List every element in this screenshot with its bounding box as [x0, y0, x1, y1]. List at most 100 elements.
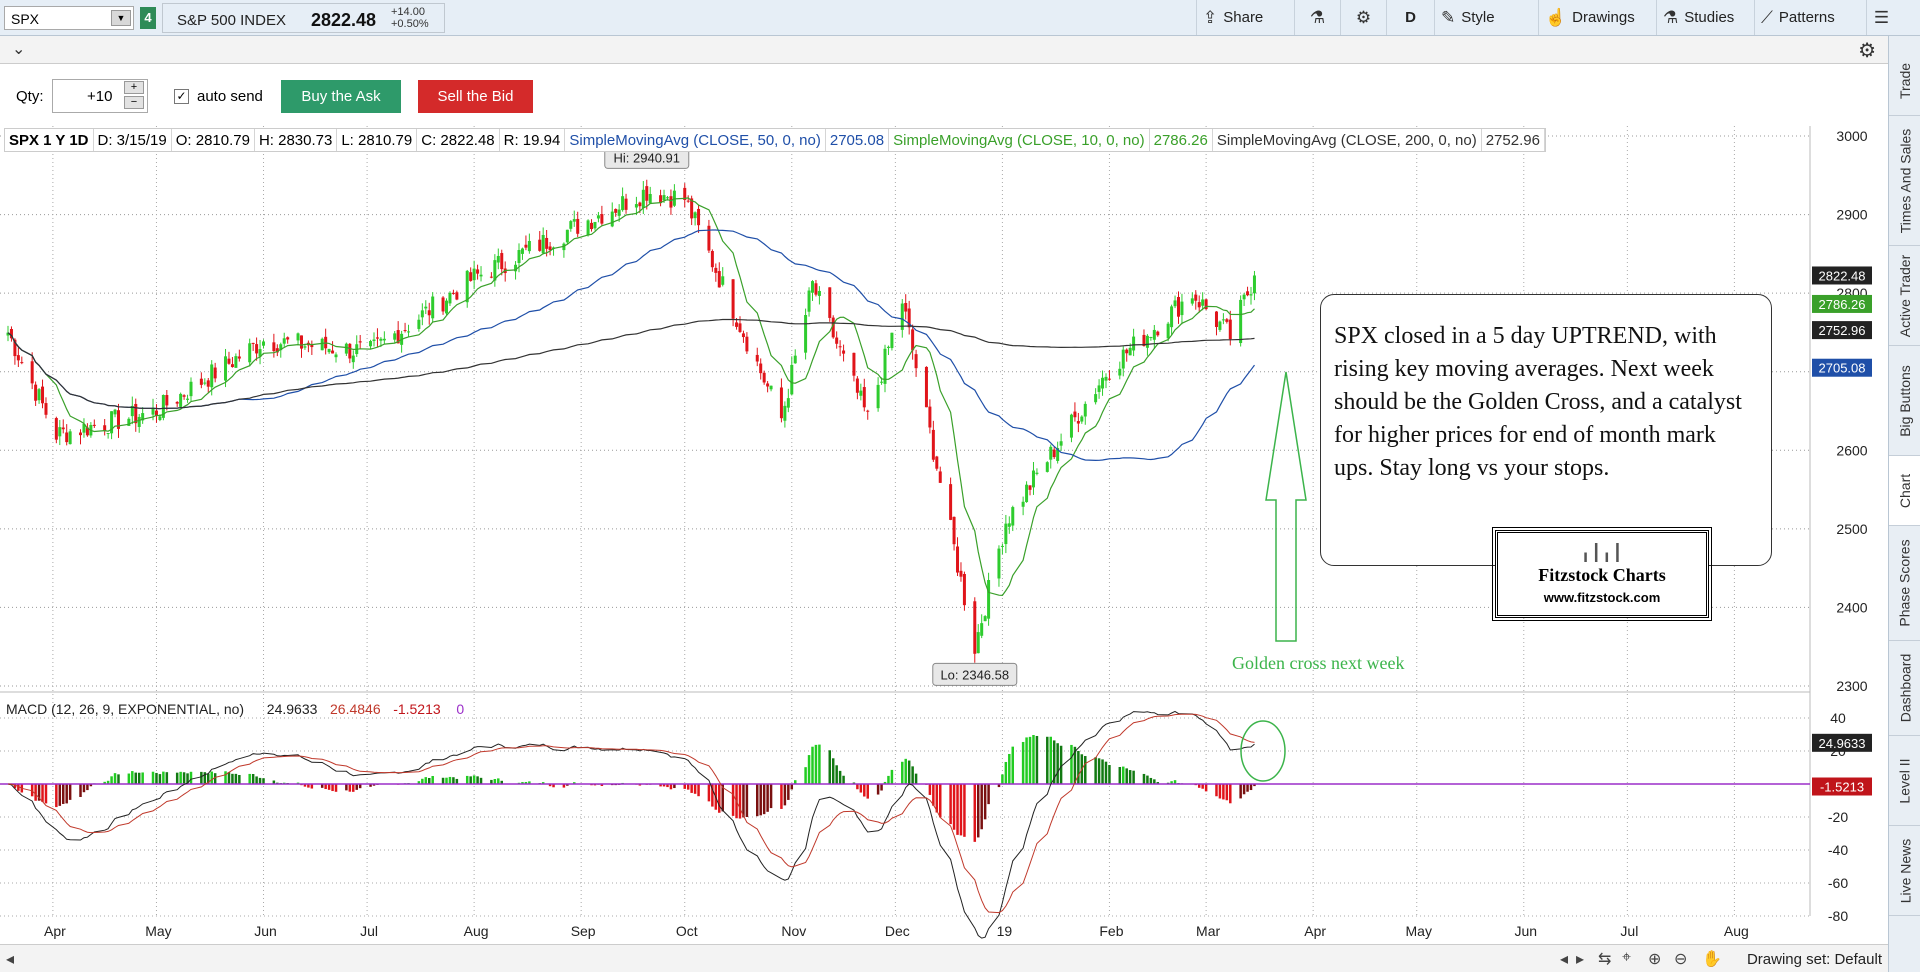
sma10-label[interactable]: SimpleMovingAvg (CLOSE, 10, 0, no): [889, 129, 1150, 151]
candle-body: [441, 297, 445, 312]
candle-body: [1121, 349, 1125, 369]
candle-body: [1094, 394, 1098, 403]
scroll-left-icon[interactable]: ◂: [6, 951, 15, 968]
candle-body: [1190, 298, 1194, 304]
share-button[interactable]: ⇪ Share: [1196, 0, 1294, 35]
candle-body: [949, 484, 953, 520]
side-tab-chart[interactable]: Chart: [1889, 456, 1920, 526]
studies-button[interactable]: ⚗ Studies: [1656, 0, 1754, 35]
side-tab-phase-scores[interactable]: Phase Scores: [1889, 526, 1920, 641]
zoom-out-icon[interactable]: ⊖: [1674, 951, 1688, 968]
candle-body: [614, 209, 618, 213]
side-tab-label: Dashboard: [1897, 653, 1913, 723]
zoom-in-icon[interactable]: ⊕: [1648, 951, 1662, 968]
candle-body: [1194, 294, 1198, 301]
candle-body: [811, 281, 815, 293]
candle-body: [1045, 462, 1049, 472]
menu-button[interactable]: ☰: [1866, 0, 1896, 35]
time-tick-label: Nov: [781, 923, 806, 939]
symbol-dropdown-button[interactable]: ▼: [111, 10, 131, 26]
scroll-left-icon[interactable]: ◂: [1560, 951, 1569, 968]
candle-body: [358, 341, 362, 343]
macd-tick-label: -40: [1828, 842, 1848, 858]
collapse-chevron-icon[interactable]: ⌄: [12, 41, 26, 58]
candle-body: [61, 427, 65, 430]
time-tick-label: Jun: [254, 923, 277, 939]
candle-body: [659, 195, 663, 204]
drawings-button[interactable]: ☝ Drawings: [1538, 0, 1656, 35]
candle-body: [151, 407, 155, 415]
side-tab-dashboard[interactable]: Dashboard: [1889, 641, 1920, 736]
candle-body: [262, 341, 266, 346]
candle-body: [838, 346, 842, 348]
qty-decrement-button[interactable]: −: [124, 96, 144, 109]
scroll-right-icon[interactable]: ▸: [1576, 951, 1585, 968]
sma200-line: [7, 318, 1255, 410]
candle-body: [690, 198, 694, 219]
sell-the-bid-button[interactable]: Sell the Bid: [418, 80, 533, 113]
link-group-badge[interactable]: 4: [140, 7, 156, 29]
qty-increment-button[interactable]: +: [124, 81, 144, 94]
macd-legend-item: 0: [456, 701, 464, 717]
candle-body: [686, 200, 690, 202]
flask-button[interactable]: ⚗: [1294, 0, 1340, 35]
candle-body: [769, 385, 773, 390]
side-tab-label: Phase Scores: [1897, 539, 1914, 627]
quote-summary: S&P 500 INDEX 2822.48 +14.00 +0.50%: [162, 3, 445, 33]
candle-body: [548, 246, 552, 251]
bar-high: H: 2830.73: [255, 129, 338, 151]
side-tab-live-news[interactable]: Live News: [1889, 826, 1920, 916]
candle-body: [1225, 319, 1229, 322]
style-button[interactable]: ✎ Style: [1434, 0, 1522, 35]
candle-body: [600, 214, 604, 224]
candle-body: [13, 339, 17, 357]
price-tag-label: 2822.48: [1819, 268, 1866, 283]
candle-body: [1069, 414, 1073, 438]
candle-body: [310, 344, 314, 348]
candle-body: [959, 570, 963, 577]
candle-body: [541, 234, 545, 254]
candle-body: [1156, 331, 1160, 336]
patterns-button[interactable]: ⟋ Patterns: [1754, 0, 1866, 35]
auto-send-checkbox[interactable]: ✓: [174, 89, 189, 104]
time-tick-label: Aug: [1724, 923, 1749, 939]
time-tick-label: Jul: [1620, 923, 1638, 939]
side-tab-level-ii[interactable]: Level II: [1889, 736, 1920, 826]
candle-body: [665, 197, 669, 199]
gear-icon[interactable]: ⚙: [1858, 40, 1876, 62]
candle-body: [527, 240, 531, 252]
sma10-value: 2786.26: [1150, 129, 1213, 151]
drawing-set-label[interactable]: Drawing set: Default: [1746, 951, 1882, 968]
candle-body: [1246, 291, 1250, 296]
candle-body: [565, 229, 569, 243]
fitzstock-logo: ╻┃╻┃ Fitzstock Charts www.fitzstock.com: [1492, 527, 1712, 621]
side-tab-times-and-sales[interactable]: Times And Sales: [1889, 116, 1920, 246]
price-tick-label: 2600: [1836, 442, 1867, 458]
symbol-input[interactable]: SPX ▼: [4, 6, 134, 30]
candle-body: [828, 287, 832, 318]
sma50-label[interactable]: SimpleMovingAvg (CLOSE, 50, 0, no): [565, 129, 826, 151]
buy-the-ask-button[interactable]: Buy the Ask: [281, 80, 401, 113]
settings-button[interactable]: ⚙: [1340, 0, 1386, 35]
time-tick-label: Jun: [1514, 923, 1537, 939]
symbol-period: SPX 1 Y 1D: [5, 129, 94, 151]
hand-pan-icon[interactable]: ✋: [1702, 951, 1722, 968]
symbol-description: S&P 500 INDEX: [177, 12, 286, 29]
candle-body: [1173, 300, 1177, 307]
candle-body: [68, 431, 72, 445]
aggregation-button[interactable]: D: [1386, 0, 1434, 35]
side-tab-trade[interactable]: Trade: [1889, 46, 1920, 116]
candle-body: [189, 381, 193, 397]
sma200-label[interactable]: SimpleMovingAvg (CLOSE, 200, 0, no): [1213, 129, 1482, 151]
candle-body: [79, 432, 83, 436]
side-tab-big-buttons[interactable]: Big Buttons: [1889, 346, 1920, 456]
crosshair-icon[interactable]: ⌖: [1622, 949, 1632, 966]
time-tick-label: Apr: [1304, 923, 1326, 939]
change-value: +14.00: [391, 6, 425, 18]
pan-icon[interactable]: ⇆: [1598, 951, 1612, 968]
side-tab-active-trader[interactable]: Active Trader: [1889, 246, 1920, 346]
candle-body: [638, 202, 642, 207]
candle-body: [6, 332, 10, 336]
candle-body: [1152, 329, 1156, 340]
candle-body: [721, 276, 725, 285]
